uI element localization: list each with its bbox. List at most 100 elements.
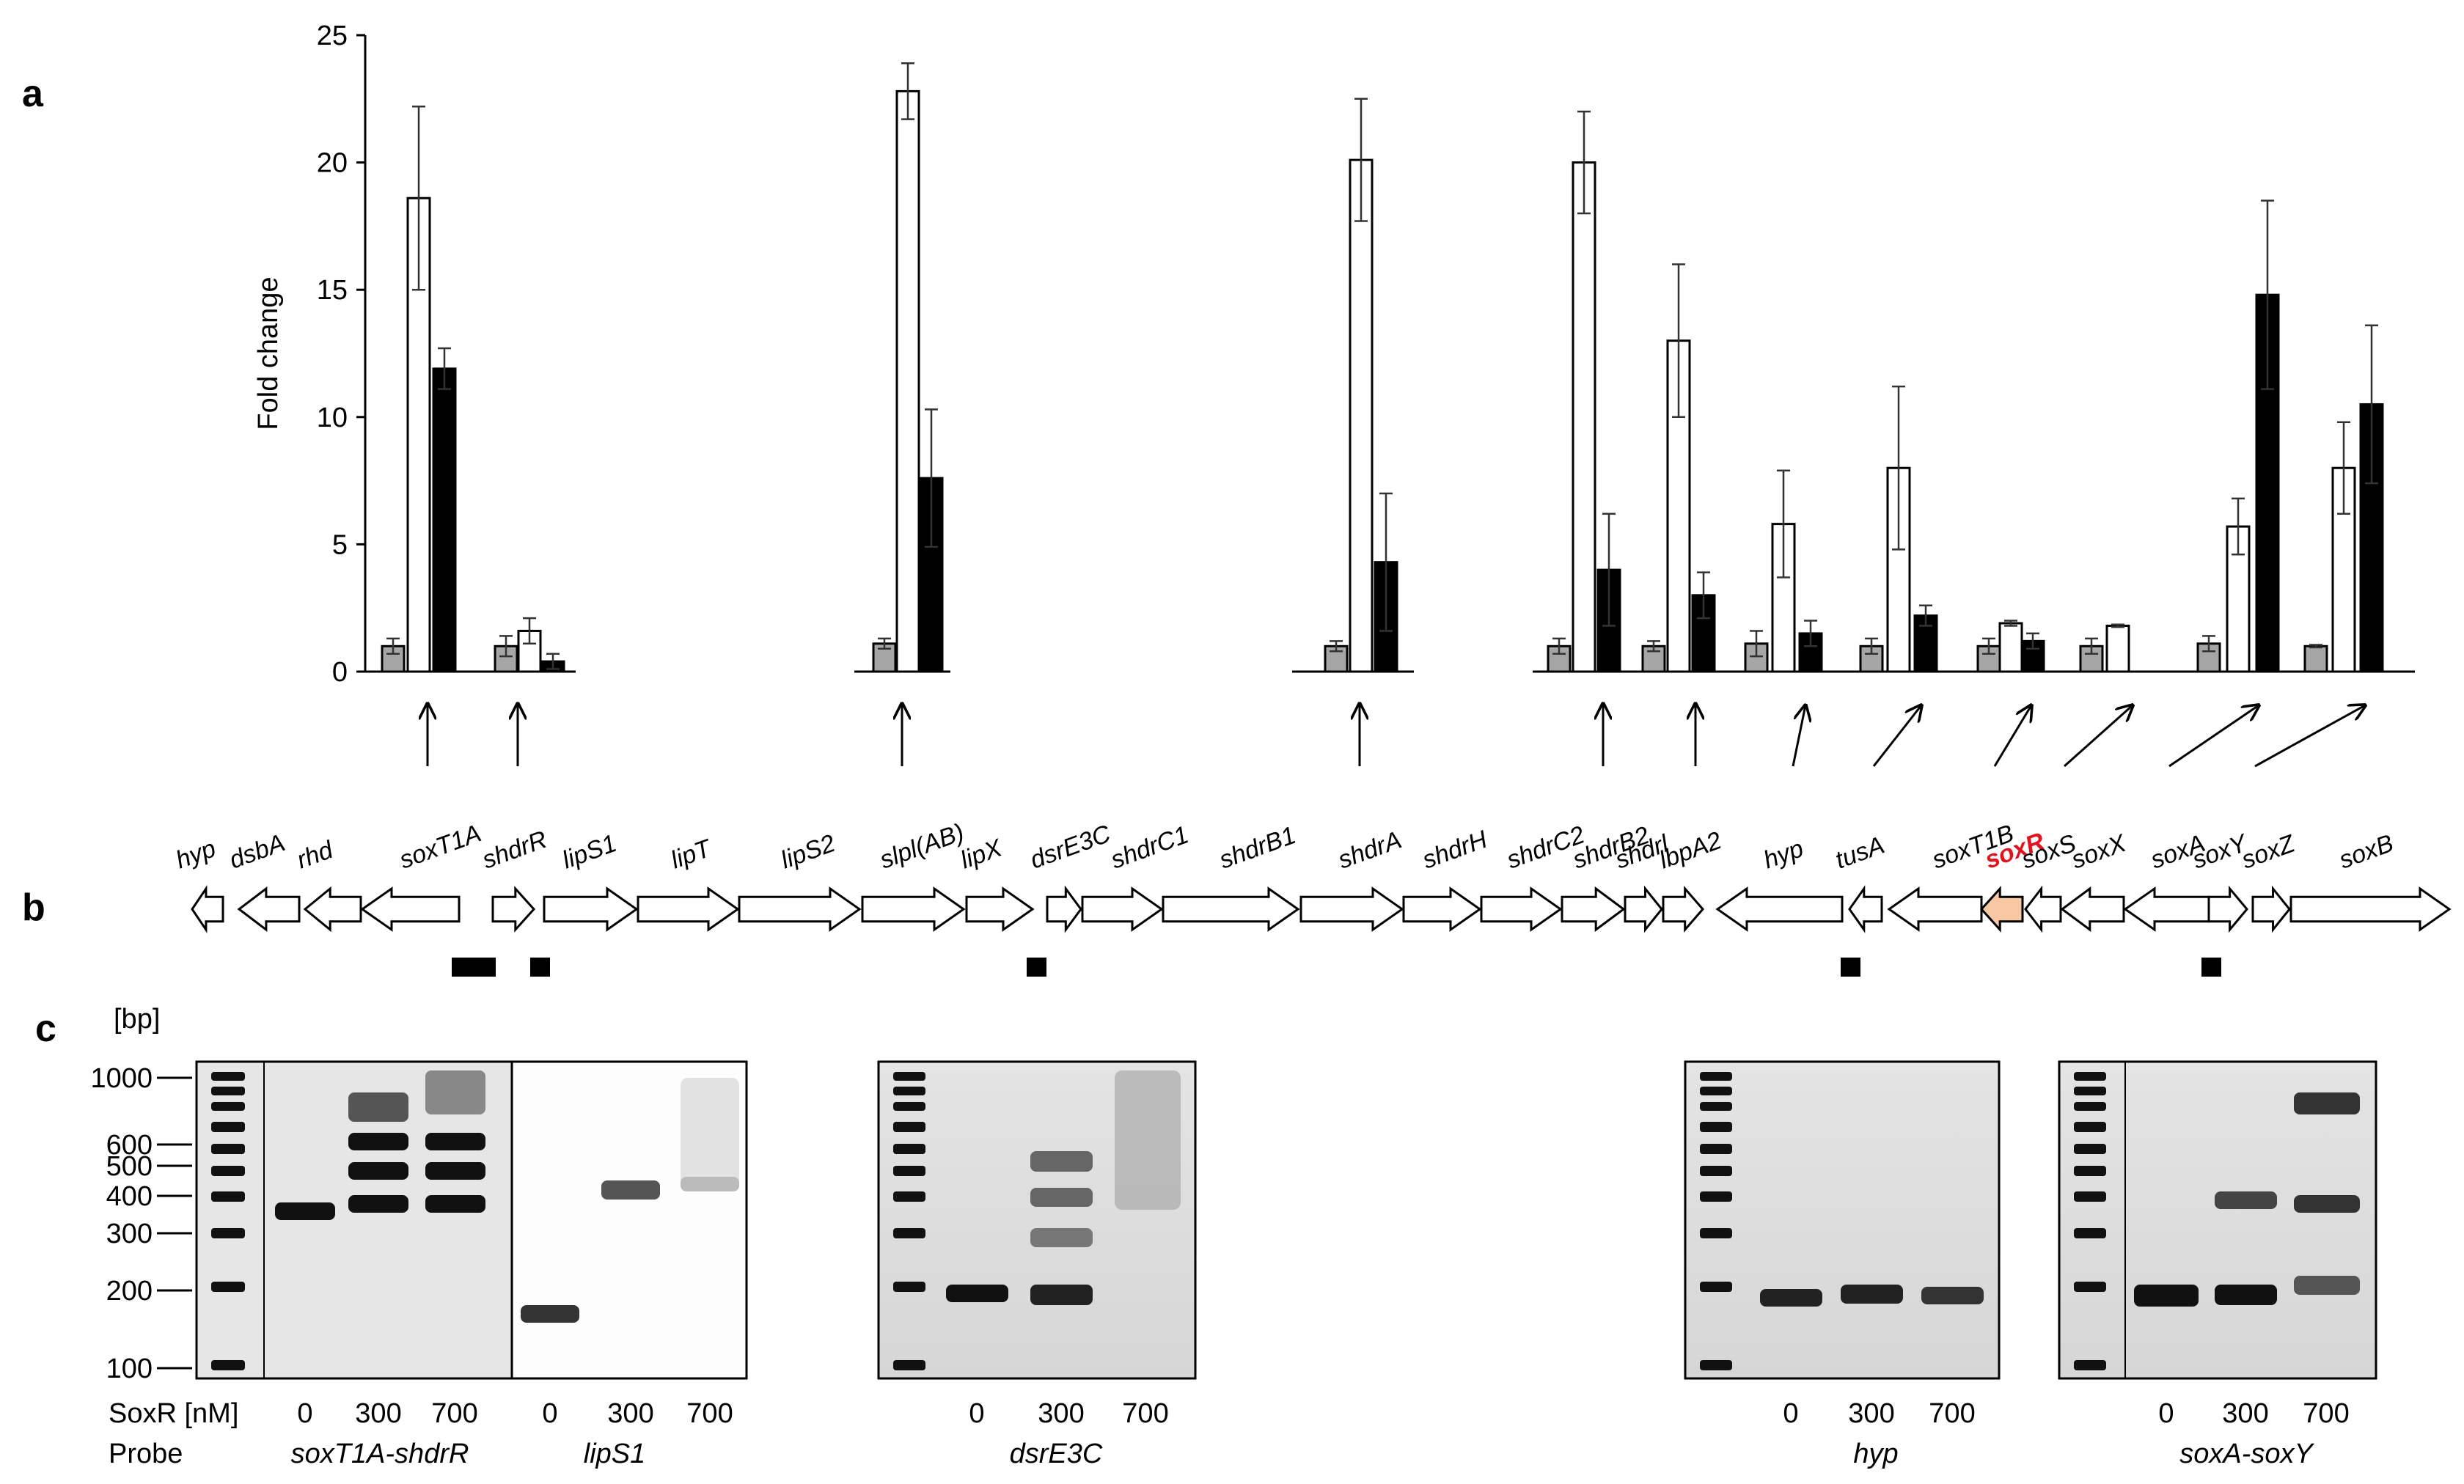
gene-arrow — [1561, 886, 1626, 932]
gene-arrow — [637, 886, 740, 932]
gene-arrow — [2251, 885, 2291, 933]
gene-arrow — [491, 886, 536, 933]
bar — [895, 89, 920, 673]
concentration-label: 0 — [1783, 1398, 1798, 1429]
y-ticks: 0 5 10 15 20 25 — [317, 21, 365, 688]
arrow-11 — [2168, 705, 2259, 768]
gene-arrow — [965, 886, 1035, 932]
concentration-label: 700 — [686, 1398, 733, 1429]
probe-soxA-soxY: soxA-soxY — [2179, 1439, 2314, 1469]
concentration-label: 300 — [1848, 1398, 1894, 1429]
gene-arrow — [360, 886, 461, 932]
gene-label: shdrB1 — [1216, 821, 1299, 875]
panel-c-label: c — [35, 1007, 56, 1050]
concentration-label: 0 — [542, 1398, 557, 1429]
bar — [1572, 161, 1596, 673]
bars — [381, 62, 2384, 673]
gene-label: shdrR — [479, 826, 551, 875]
gene-arrow — [1848, 885, 1883, 933]
gene-arrow — [1402, 886, 1482, 932]
arrow-8 — [1872, 705, 1921, 767]
gene-arrow — [1299, 886, 1404, 932]
gene-label: lipT — [667, 834, 716, 874]
arrow-10 — [2064, 705, 2133, 768]
panel-a-label: a — [22, 73, 44, 115]
gel-3 — [1684, 1060, 2001, 1380]
arrow-7 — [1792, 705, 1805, 767]
gene-label: soxT1A — [396, 819, 485, 874]
gene-label: lipS1 — [559, 829, 620, 875]
concentration-label: 0 — [297, 1398, 312, 1429]
gene-arrow — [738, 886, 862, 932]
panel-b-label: b — [22, 886, 45, 929]
gene-label: lbpA2 — [1656, 826, 1726, 874]
bar — [2303, 644, 2328, 673]
ladder-lane-1 — [211, 1072, 245, 1370]
ladder-label: 100 — [106, 1353, 153, 1384]
gene-label: hyp — [172, 834, 220, 874]
probe-label: Probe — [109, 1439, 183, 1469]
ladder-label: 200 — [106, 1276, 153, 1307]
probe-soxT1A-shdrR: soxT1A-shdrR — [291, 1439, 469, 1469]
ladder-label: 300 — [106, 1219, 153, 1249]
gene-arrow — [1715, 886, 1844, 932]
gene-label: soxZ — [2238, 829, 2299, 874]
y-tick-label: 25 — [317, 21, 348, 51]
gene-arrow — [237, 886, 301, 933]
probe-marker-4 — [1841, 958, 1860, 977]
y-tick-label: 15 — [317, 275, 348, 306]
gene-arrow — [1480, 886, 1563, 932]
gene-label: shdrC1 — [1107, 820, 1192, 874]
y-tick-label: 10 — [317, 403, 348, 433]
y-tick-label: 0 — [332, 657, 348, 688]
gene-arrow — [2207, 885, 2248, 933]
gene-arrow — [2289, 886, 2452, 932]
concentration-label: 300 — [2222, 1398, 2268, 1429]
ladder-label: 400 — [106, 1181, 153, 1212]
gene-label: lipS2 — [777, 829, 839, 875]
bp-unit-label: [bp] — [114, 1004, 160, 1035]
y-axis-label: Fold change — [253, 276, 284, 430]
probe-marker-2 — [530, 958, 550, 977]
promoter-arrows — [428, 704, 2365, 768]
ladder-lane-2 — [893, 1072, 925, 1370]
gene-arrow — [1624, 885, 1663, 933]
gene-arrow — [2060, 886, 2125, 932]
gene-label: shdrA — [1335, 826, 1405, 874]
gene-label: tusA — [1832, 831, 1888, 875]
gene-arrow — [1162, 886, 1300, 932]
bar — [1998, 622, 2023, 673]
gene-arrow — [1887, 886, 1983, 932]
bar — [2105, 625, 2130, 673]
concentration-label: 0 — [969, 1398, 984, 1429]
concentration-label: 700 — [1122, 1398, 1168, 1429]
gel-2 — [877, 1060, 1197, 1380]
concentration-label: 300 — [1038, 1398, 1084, 1429]
gene-label: slpl(AB) — [876, 818, 968, 874]
probe-marker-5 — [2201, 958, 2221, 977]
arrow-9 — [1993, 705, 2031, 767]
gene-arrow — [2024, 885, 2062, 933]
ladder-label: 1000 — [90, 1063, 153, 1094]
fold-change-chart: 0 5 10 15 20 25 Fold change — [253, 21, 2415, 688]
gel-1 — [195, 1060, 748, 1380]
probe-markers — [452, 958, 2221, 977]
y-tick-label: 20 — [317, 148, 348, 179]
ladder-lane-4 — [2074, 1072, 2106, 1370]
concentration-label: 700 — [2303, 1398, 2349, 1429]
ladder-label: 500 — [106, 1151, 153, 1182]
probe-marker-1 — [452, 958, 496, 977]
concentration-label: 300 — [355, 1398, 401, 1429]
gel-4 — [2058, 1060, 2377, 1380]
gene-arrow — [1046, 885, 1082, 933]
gene-arrow — [861, 886, 966, 932]
gene-arrow — [1081, 886, 1164, 932]
gene-label: shdrH — [1419, 826, 1492, 875]
probe-lipS1: lipS1 — [584, 1439, 646, 1469]
gene-label: soxB — [2336, 829, 2397, 875]
gene-label: dsrE3C — [1027, 820, 1115, 875]
concentration-label: 700 — [431, 1398, 477, 1429]
